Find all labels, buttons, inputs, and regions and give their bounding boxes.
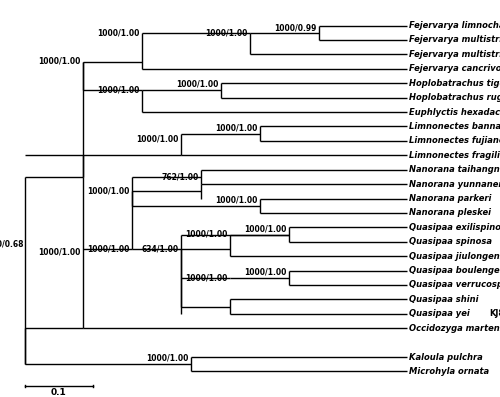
Text: 1000/1.00: 1000/1.00 — [98, 86, 140, 95]
Text: 1000/1.00: 1000/1.00 — [244, 267, 287, 276]
Text: 1000/1.00: 1000/1.00 — [244, 224, 287, 233]
Text: 1000/1.00: 1000/1.00 — [186, 273, 228, 282]
Text: Fejervarya limnocharis: Fejervarya limnocharis — [409, 21, 500, 30]
Text: Limnonectes bannaensis: Limnonectes bannaensis — [409, 122, 500, 131]
Text: Occidozyga martensii: Occidozyga martensii — [409, 324, 500, 333]
Text: 762/1.00: 762/1.00 — [162, 172, 198, 181]
Text: Nanorana pleskei: Nanorana pleskei — [409, 208, 494, 218]
Text: Fejervarya multistriata: Fejervarya multistriata — [409, 50, 500, 59]
Text: Limnonectes fragilis: Limnonectes fragilis — [409, 151, 500, 160]
Text: 1000/1.00: 1000/1.00 — [205, 28, 248, 37]
Text: 1000/1.00: 1000/1.00 — [176, 80, 218, 89]
Text: Nanorana taihangnica: Nanorana taihangnica — [409, 165, 500, 174]
Text: Limnonectes fujianensis: Limnonectes fujianensis — [409, 136, 500, 145]
Text: Nanorana yunnanensis: Nanorana yunnanensis — [409, 179, 500, 189]
Text: Microhyla ornata: Microhyla ornata — [409, 367, 492, 376]
Text: 1000/1.00: 1000/1.00 — [98, 28, 140, 37]
Text: 1000/1.00: 1000/1.00 — [146, 354, 189, 363]
Text: Kaloula pulchra: Kaloula pulchra — [409, 353, 486, 362]
Text: 1000/1.00: 1000/1.00 — [186, 230, 228, 239]
Text: Quasipaa shini: Quasipaa shini — [409, 295, 482, 304]
Text: 1000/1.00: 1000/1.00 — [38, 247, 81, 256]
Text: KJ842105: KJ842105 — [490, 309, 500, 318]
Text: 634/1.00: 634/1.00 — [142, 244, 179, 253]
Text: Quasipaa verrucospinosa: Quasipaa verrucospinosa — [409, 280, 500, 289]
Text: Fejervarya multistriata: Fejervarya multistriata — [409, 35, 500, 44]
Text: Hoplobatrachus rugulosus: Hoplobatrachus rugulosus — [409, 93, 500, 102]
Text: Quasipaa yei: Quasipaa yei — [409, 309, 473, 318]
Text: 1000/1.00: 1000/1.00 — [88, 244, 130, 253]
Text: Quasipaa spinosa: Quasipaa spinosa — [409, 237, 495, 246]
Text: 1000/1.00: 1000/1.00 — [215, 195, 258, 204]
Text: Fejervarya cancrivora: Fejervarya cancrivora — [409, 64, 500, 73]
Text: Quasipaa boulengeri: Quasipaa boulengeri — [409, 266, 500, 275]
Text: 1000/1.00: 1000/1.00 — [38, 57, 81, 66]
Text: Euphlyctis hexadactylus: Euphlyctis hexadactylus — [409, 108, 500, 117]
Text: Quasipaa exilispinosa: Quasipaa exilispinosa — [409, 223, 500, 232]
Text: Nanorana parkeri: Nanorana parkeri — [409, 194, 494, 203]
Text: Hoplobatrachus tigerinus: Hoplobatrachus tigerinus — [409, 79, 500, 88]
Text: 1000/1.00: 1000/1.00 — [136, 135, 179, 144]
Text: 1000/0.68: 1000/0.68 — [0, 240, 24, 249]
Text: 1000/0.99: 1000/0.99 — [274, 23, 316, 32]
Text: Quasipaa jiulongensis: Quasipaa jiulongensis — [409, 252, 500, 261]
Text: 1000/1.00: 1000/1.00 — [88, 187, 130, 196]
Text: 0.1: 0.1 — [51, 388, 67, 397]
Text: 1000/1.00: 1000/1.00 — [215, 123, 258, 132]
